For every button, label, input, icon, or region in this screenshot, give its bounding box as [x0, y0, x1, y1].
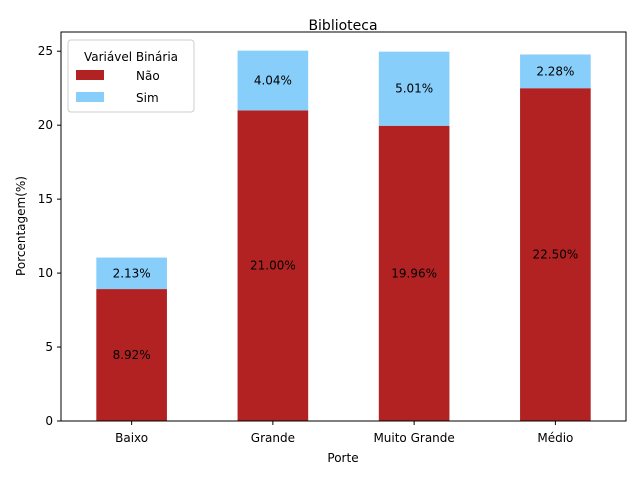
y-axis: 0 5 10 15 20 25	[38, 44, 61, 428]
legend-title: Variável Binária	[84, 50, 178, 64]
legend-swatch-sim	[76, 92, 104, 102]
bar-label-nao-grande: 21.00%	[250, 259, 296, 273]
bar-sim-medio	[520, 54, 591, 89]
chart-title: Biblioteca	[308, 18, 377, 34]
bar-nao-baixo	[96, 289, 167, 421]
bar-label-nao-baixo: 8.92%	[113, 348, 151, 362]
x-axis-label: Porte	[327, 451, 358, 465]
bar-label-nao-muito-grande: 19.96%	[391, 266, 437, 280]
bar-label-sim-baixo: 2.13%	[113, 266, 151, 280]
bar-label-sim-medio: 2.28%	[536, 64, 574, 78]
y-tick-label: 25	[38, 44, 53, 58]
bar-nao-grande	[237, 110, 309, 421]
x-axis: Baixo Grande Muito Grande Médio	[115, 421, 573, 445]
x-tick-label-muito-grande: Muito Grande	[373, 431, 454, 445]
x-tick-label-medio: Médio	[537, 431, 573, 445]
y-tick-label: 10	[38, 266, 53, 280]
y-tick-label: 5	[45, 340, 53, 354]
bar-sim-baixo	[96, 257, 167, 290]
legend: Variável Binária Não Sim	[67, 39, 195, 113]
bar-labels-group: 8.92% 2.13% 21.00% 4.04% 19.96% 5.01% 22.50% 2.…	[113, 64, 579, 362]
y-axis-label: Porcentagem(%)	[14, 176, 28, 276]
x-tick-label-grande: Grande	[251, 431, 295, 445]
bars-group	[96, 50, 591, 422]
legend-swatch-nao	[76, 70, 104, 80]
legend-label-sim: Sim	[136, 91, 159, 105]
legend-label-nao: Não	[136, 69, 160, 83]
x-tick-label-baixo: Baixo	[115, 431, 148, 445]
y-tick-label: 0	[45, 414, 53, 428]
bar-sim-grande	[237, 50, 309, 111]
bar-label-sim-grande: 4.04%	[254, 74, 292, 88]
y-tick-label: 15	[38, 192, 53, 206]
plot-frame	[60, 31, 627, 422]
bar-label-nao-medio: 22.50%	[532, 248, 578, 262]
bar-nao-muito-grande	[378, 125, 450, 422]
bar-sim-muito-grande	[378, 51, 450, 126]
bar-nao-medio	[520, 88, 591, 421]
bar-label-sim-muito-grande: 5.01%	[395, 82, 433, 96]
y-tick-label: 20	[38, 118, 53, 132]
